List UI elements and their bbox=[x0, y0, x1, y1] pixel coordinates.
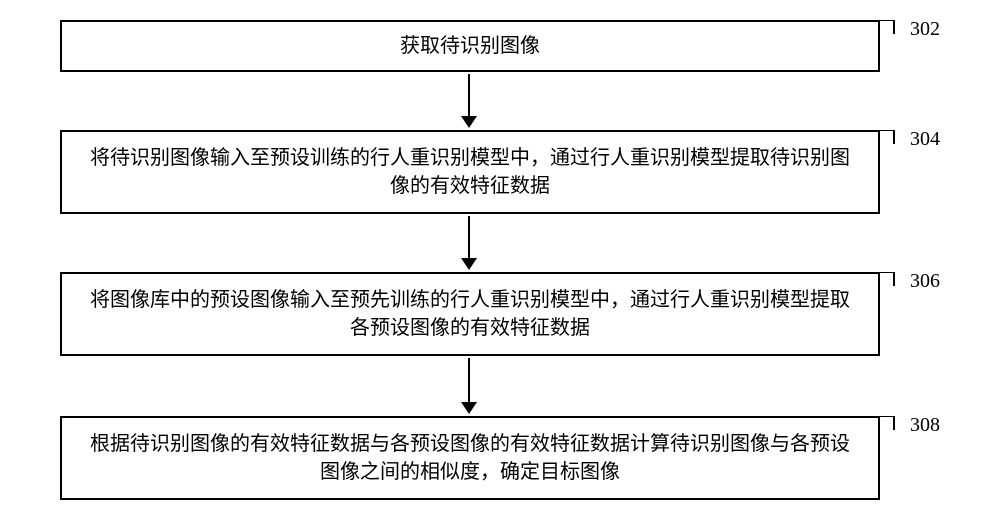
arrow-304-306 bbox=[460, 216, 478, 270]
leader-302 bbox=[880, 20, 910, 38]
step-box-304: 将待识别图像输入至预设训练的行人重识别模型中，通过行人重识别模型提取待识别图像的… bbox=[60, 130, 880, 214]
step-text: 根据待识别图像的有效特征数据与各预设图像的有效特征数据计算待识别图像与各预设图像… bbox=[86, 430, 854, 486]
leader-306 bbox=[880, 272, 910, 290]
leader-304 bbox=[880, 130, 910, 148]
step-text: 将待识别图像输入至预设训练的行人重识别模型中，通过行人重识别模型提取待识别图像的… bbox=[86, 144, 854, 200]
step-label-302: 302 bbox=[910, 18, 940, 41]
step-text: 将图像库中的预设图像输入至预先训练的行人重识别模型中，通过行人重识别模型提取各预… bbox=[86, 286, 854, 342]
step-box-308: 根据待识别图像的有效特征数据与各预设图像的有效特征数据计算待识别图像与各预设图像… bbox=[60, 416, 880, 500]
step-label-308: 308 bbox=[910, 414, 940, 437]
step-box-302: 获取待识别图像 bbox=[60, 20, 880, 72]
arrow-302-304 bbox=[460, 74, 478, 128]
step-label-306: 306 bbox=[910, 270, 940, 293]
step-box-306: 将图像库中的预设图像输入至预先训练的行人重识别模型中，通过行人重识别模型提取各预… bbox=[60, 272, 880, 356]
flowchart-canvas: 获取待识别图像 302 将待识别图像输入至预设训练的行人重识别模型中，通过行人重… bbox=[0, 0, 1000, 510]
step-text: 获取待识别图像 bbox=[400, 32, 540, 60]
arrow-306-308 bbox=[460, 358, 478, 414]
leader-308 bbox=[880, 416, 910, 434]
step-label-304: 304 bbox=[910, 128, 940, 151]
